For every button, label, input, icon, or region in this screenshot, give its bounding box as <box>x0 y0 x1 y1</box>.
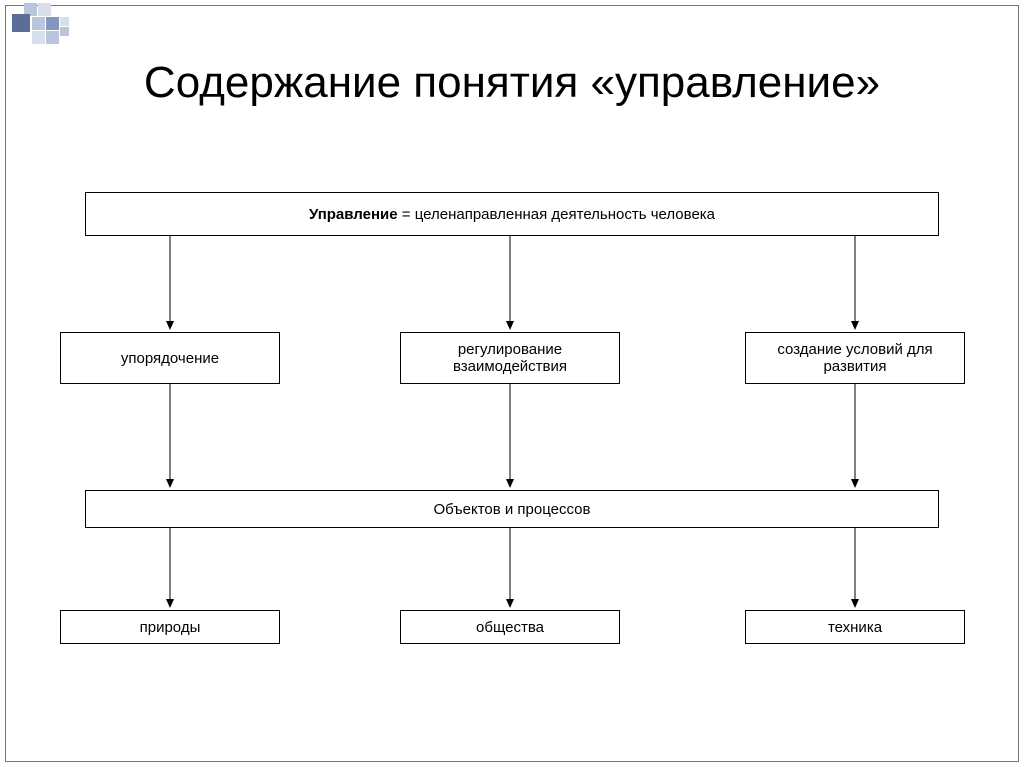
flowchart-node-b1: природы <box>60 610 280 644</box>
corner-decoration <box>8 0 88 55</box>
flowchart-node-a2: регулирование взаимодействия <box>400 332 620 384</box>
flowchart-node-def: Управление = целенаправленная деятельнос… <box>85 192 939 236</box>
flowchart-node-a3: создание условий для развития <box>745 332 965 384</box>
flowchart-node-obj: Объектов и процессов <box>85 490 939 528</box>
flowchart-node-b2: общества <box>400 610 620 644</box>
flowchart-node-a1: упорядочение <box>60 332 280 384</box>
flowchart-node-b3: техника <box>745 610 965 644</box>
slide-title: Содержание понятия «управление» <box>0 58 1024 109</box>
